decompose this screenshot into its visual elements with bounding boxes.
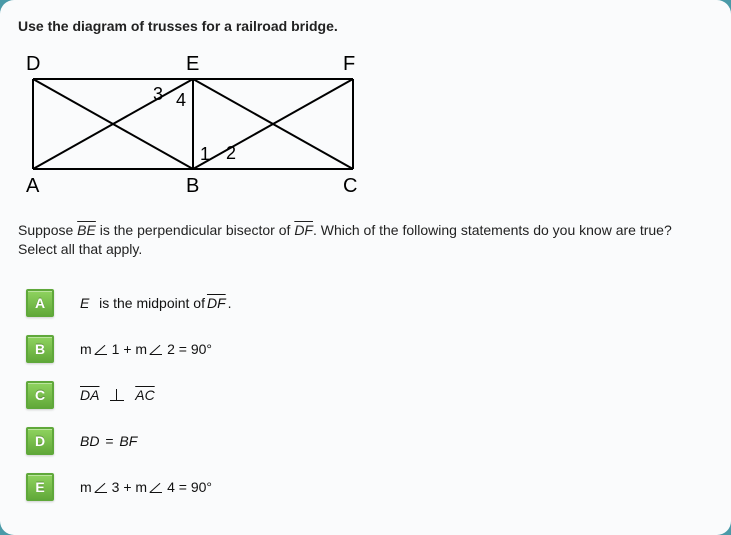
svg-text:A: A — [26, 175, 40, 197]
option-button-C[interactable]: C — [26, 381, 54, 409]
svg-text:1: 1 — [200, 144, 210, 164]
option-B: B m1 + m2 = 90° — [26, 335, 713, 363]
option-button-D[interactable]: D — [26, 427, 54, 455]
option-text-E: m3 + m4 = 90° — [80, 479, 212, 495]
svg-text:F: F — [343, 53, 355, 75]
prompt-text: Use the diagram of trusses for a railroa… — [18, 18, 713, 34]
svg-text:B: B — [186, 175, 199, 197]
svg-text:4: 4 — [176, 90, 186, 110]
svg-text:2: 2 — [226, 143, 236, 163]
q-mid: is the perpendicular bisector of — [96, 222, 294, 238]
option-text-D: BD = BF — [80, 433, 137, 449]
option-text-C: DA AC — [80, 387, 155, 403]
svg-text:E: E — [186, 53, 199, 75]
svg-text:C: C — [343, 175, 357, 197]
option-button-B[interactable]: B — [26, 335, 54, 363]
option-E: E m3 + m4 = 90° — [26, 473, 713, 501]
truss-diagram: A B C D E F 34 12 — [18, 44, 713, 207]
options-list: A E is the midpoint of DF . B m1 + m2 = … — [26, 289, 713, 501]
svg-text:D: D — [26, 53, 40, 75]
option-button-E[interactable]: E — [26, 473, 54, 501]
q-pre: Suppose — [18, 222, 77, 238]
option-A: A E is the midpoint of DF . — [26, 289, 713, 317]
option-text-A: E is the midpoint of DF . — [80, 295, 232, 311]
q-seg1: BE — [77, 222, 96, 238]
option-D: D BD = BF — [26, 427, 713, 455]
question-card: Use the diagram of trusses for a railroa… — [0, 0, 731, 535]
option-C: C DA AC — [26, 381, 713, 409]
option-text-B: m1 + m2 = 90° — [80, 341, 212, 357]
question-text: Suppose BE is the perpendicular bisector… — [18, 221, 713, 259]
q-seg2: DF — [294, 222, 313, 238]
svg-text:3: 3 — [153, 84, 163, 104]
option-button-A[interactable]: A — [26, 289, 54, 317]
diagram-svg: A B C D E F 34 12 — [18, 44, 363, 202]
